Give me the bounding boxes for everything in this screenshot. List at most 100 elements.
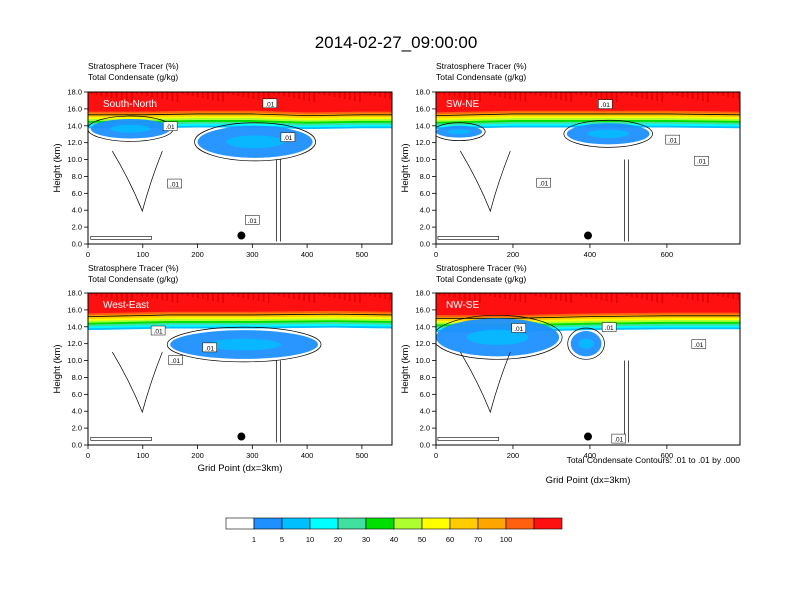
tracer-streak [156,293,158,299]
tracer-streak [453,92,456,97]
location-marker [584,231,592,240]
y-tick-label: 6.0 [420,390,430,399]
tracer-streak [468,293,471,301]
tracer-streak [712,293,714,295]
tracer-streak [126,293,128,302]
tracer-streak [186,92,189,95]
x-tick-label: 400 [301,250,314,259]
tracer-streak [202,293,204,299]
y-axis-title: Height (km) [52,143,63,192]
location-marker [584,432,592,441]
figure-title: 2014-02-27_09:00:00 [315,33,478,52]
tracer-streak [737,293,740,300]
tracer-streak [262,293,265,302]
plot-frame [435,292,741,446]
tracer-streak [600,293,603,300]
colorbar-swatch [365,517,395,530]
condensate-contour [194,122,316,162]
tracer-streak [671,293,674,296]
tracer-streak [384,92,386,98]
condensate-contour [112,150,163,213]
tracer-streak [90,92,93,94]
tracer-streak [359,293,361,303]
tracer-streak [448,92,451,96]
contour-label: .01 [205,345,214,352]
tracer-streak [661,293,664,303]
x-tick-label: 0 [434,250,438,259]
tracer-streak [110,293,113,299]
tracer-streak [242,293,245,298]
tracer-streak [620,92,623,94]
y-tick-label: 18.0 [415,88,430,97]
tracer-streak [590,92,593,97]
tracer-streak [489,293,491,296]
tracer-streak [95,293,98,296]
tracer-streak [717,293,719,296]
tracer-streak [550,293,552,299]
tracer-streak [136,92,138,94]
tracer-streak [524,92,527,102]
y-tick-label: 16.0 [415,104,430,113]
panel-subtitle-line-2: Total Condensate (g/kg) [88,274,178,284]
colorbar-label: 50 [418,535,426,544]
tracer-streak [560,92,562,100]
tracer-streak [293,293,295,299]
colorbar-label: 70 [474,535,482,544]
panel-subtitle-line-1: Stratosphere Tracer (%) [436,61,527,71]
contour-label: .01 [154,329,163,336]
tracer-streak [671,92,674,95]
tracer-streak [288,92,290,97]
tracer-streak [702,293,704,302]
tracer-streak [499,293,501,298]
condensate-contour [567,327,605,360]
tracer-streak [686,92,689,98]
tracer-streak [222,92,224,102]
y-tick-label: 6.0 [420,189,430,198]
tracer-streak [90,293,93,295]
tracer-streak [737,92,740,99]
tracer-streak [585,92,588,96]
tropopause-contour [88,113,392,117]
panel-subtitle-line-1: Stratosphere Tracer (%) [88,61,179,71]
tracer-streak [509,92,512,99]
tracer-streak [727,293,729,298]
colorbar-label: 10 [306,535,314,544]
contour-label-box [691,339,707,349]
colorbar-swatch [253,517,283,530]
tracer-streak [369,293,371,296]
contour-label: .01 [514,326,523,333]
tracer-streak [666,293,669,295]
x-tick-label: 400 [301,451,314,460]
tracer-streak [615,293,618,303]
contour-label: .01 [265,101,274,108]
y-tick-label: 12.0 [415,339,430,348]
tracer-streak [550,92,552,98]
condensate-contour [437,236,500,240]
tracer-streak [453,293,456,298]
tracer-streak [242,92,245,97]
tracer-streak [303,293,305,301]
panel-subtitle-line-1: Stratosphere Tracer (%) [436,263,527,273]
tracer-streak [494,92,496,96]
tracer-cloud-core [466,329,529,345]
tracer-band [88,92,392,113]
tracer-streak [575,293,577,295]
tracer-streak [293,92,295,98]
y-axis-title: Height (km) [52,344,63,393]
tracer-streak [323,293,326,296]
x-tick-label: 400 [584,250,597,259]
tracer-streak [605,92,608,100]
y-axis-title: Height (km) [400,143,411,192]
tracer-streak [100,92,103,96]
x-tick-label: 100 [137,250,150,259]
tracer-streak [524,293,527,303]
tracer-streak [722,92,724,96]
y-tick-label: 10.0 [415,155,430,164]
tracer-streak [468,92,471,100]
tropopause-contour [88,313,392,318]
x-tick-label: 200 [507,451,520,460]
tracer-streak [338,92,341,98]
tracer-streak [448,293,451,297]
tracer-streak [171,293,174,302]
tracer-streak [379,293,381,298]
